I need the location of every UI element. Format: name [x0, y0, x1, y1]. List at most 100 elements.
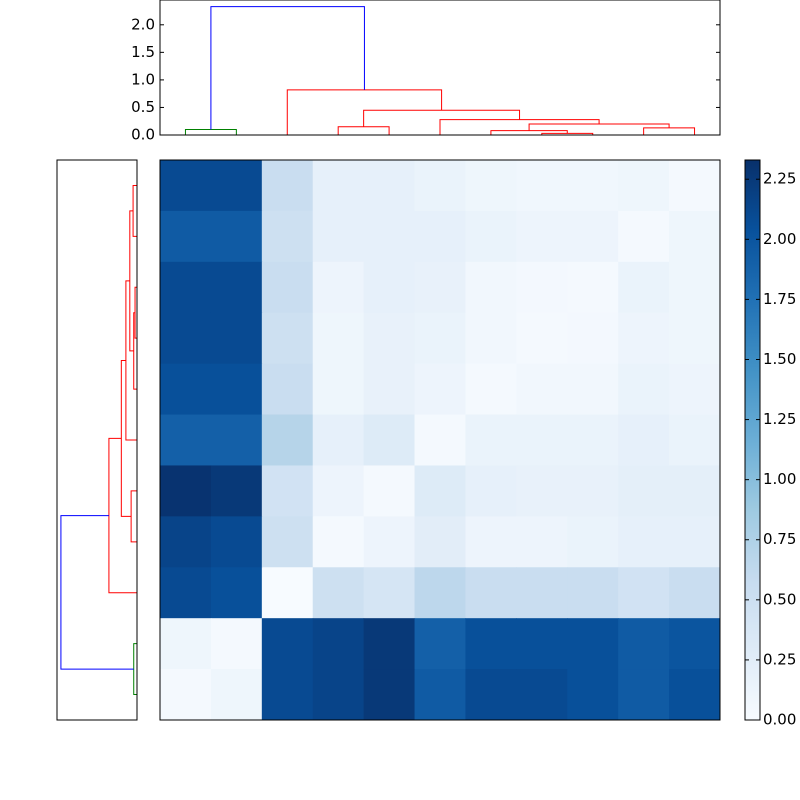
- heatmap-cell: [210, 618, 263, 670]
- heatmap-cell: [210, 516, 263, 568]
- heatmap-cell: [669, 618, 721, 670]
- heatmap-cell: [618, 261, 670, 314]
- heatmap-cell: [516, 414, 568, 466]
- heatmap-cell: [567, 516, 619, 568]
- heatmap-cell: [618, 414, 670, 466]
- heatmap-cell: [210, 669, 263, 721]
- top-dendrogram-frame: [159, 0, 721, 136]
- heatmap-cell: [669, 414, 721, 466]
- dendrogram-link: [108, 437, 137, 594]
- heatmap-cell: [465, 261, 517, 314]
- heatmap-cell: [261, 312, 314, 365]
- dendrogram-link: [439, 119, 600, 135]
- heatmap-cell: [261, 516, 314, 568]
- heatmap-cell: [618, 363, 670, 416]
- heatmap-cell: [618, 567, 670, 619]
- heatmap-cell: [516, 516, 568, 568]
- heatmap-frame: [159, 159, 721, 721]
- heatmap-cell: [414, 414, 466, 466]
- heatmap-cell: [567, 567, 619, 619]
- heatmap-cell: [312, 160, 365, 212]
- heatmap-cell: [567, 363, 619, 416]
- heatmap-cell: [363, 160, 416, 212]
- heatmap-cell: [465, 312, 517, 365]
- heatmap-cell: [363, 414, 416, 466]
- dendrogram-link: [363, 109, 521, 127]
- heatmap-cell: [414, 160, 466, 212]
- heatmap-cell: [210, 414, 263, 466]
- heatmap-cell: [669, 465, 721, 517]
- heatmap-cell: [261, 465, 314, 517]
- heatmap-cell: [516, 618, 568, 670]
- colorbar-tick-label: 0.25: [763, 650, 796, 668]
- heatmap-cell: [160, 567, 212, 619]
- heatmap-cell: [669, 160, 721, 212]
- dendrogram-link: [184, 128, 237, 135]
- heatmap-cell: [516, 363, 568, 416]
- heatmap-cell: [261, 669, 314, 721]
- colorbar-tick-label: 2.25: [763, 170, 796, 188]
- heatmap-cell: [160, 363, 212, 416]
- heatmap-cell: [312, 618, 365, 670]
- heatmap-cell: [160, 210, 212, 263]
- colorbar-tick-label: 1.50: [763, 350, 796, 368]
- heatmap-cell: [465, 465, 517, 517]
- heatmap-cell: [363, 669, 416, 721]
- heatmap-cell: [567, 465, 619, 517]
- dendrogram-link: [286, 89, 443, 135]
- heatmap-cell: [618, 516, 670, 568]
- heatmap-cell: [465, 516, 517, 568]
- heatmap-cell: [516, 669, 568, 721]
- heatmap-cell: [210, 312, 263, 365]
- heatmap-cell: [363, 312, 416, 365]
- heatmap-cell: [160, 160, 212, 212]
- heatmap-cell: [261, 567, 314, 619]
- heatmap-cell: [210, 567, 263, 619]
- left-dendrogram-frame: [56, 159, 138, 721]
- y-tick-label: 0.5: [131, 98, 155, 116]
- colorbar-tick-label: 2.00: [763, 230, 796, 248]
- heatmap-cell: [160, 312, 212, 365]
- heatmap-cell: [669, 567, 721, 619]
- heatmap-cell: [312, 210, 365, 263]
- heatmap-cell: [160, 414, 212, 466]
- heatmap-cell: [210, 465, 263, 517]
- heatmap-cell: [618, 465, 670, 517]
- heatmap-cell: [312, 261, 365, 314]
- colorbar: [744, 159, 761, 721]
- heatmap-cell: [567, 414, 619, 466]
- heatmap-cell: [312, 516, 365, 568]
- heatmap-cell: [261, 261, 314, 314]
- heatmap-cell: [312, 363, 365, 416]
- heatmap-cell: [669, 312, 721, 365]
- heatmap-cell: [516, 465, 568, 517]
- heatmap-cell: [669, 669, 721, 721]
- heatmap-cell: [567, 160, 619, 212]
- heatmap-cell: [516, 312, 568, 365]
- heatmap-cell: [363, 210, 416, 263]
- heatmap-cell: [160, 618, 212, 670]
- heatmap-cell: [261, 160, 314, 212]
- heatmap-cell: [414, 465, 466, 517]
- colorbar-tick-label: 0.00: [763, 711, 796, 729]
- heatmap-cell: [160, 465, 212, 517]
- dendrogram-link: [130, 490, 137, 543]
- heatmap-cell: [516, 210, 568, 263]
- heatmap-cell: [312, 312, 365, 365]
- heatmap-cell: [567, 618, 619, 670]
- heatmap-cell: [210, 210, 263, 263]
- heatmap-cell: [618, 669, 670, 721]
- heatmap-cell: [414, 312, 466, 365]
- heatmap-cell: [414, 567, 466, 619]
- heatmap-cell: [618, 312, 670, 365]
- colorbar-tick-label: 0.50: [763, 590, 796, 608]
- heatmap-cell: [312, 465, 365, 517]
- heatmap-cell: [261, 618, 314, 670]
- heatmap-cell: [465, 669, 517, 721]
- heatmap-cell: [516, 261, 568, 314]
- heatmap-cell: [414, 261, 466, 314]
- heatmap-cell: [363, 465, 416, 517]
- heatmap-cell: [516, 567, 568, 619]
- heatmap-cell: [414, 618, 466, 670]
- heatmap-cell: [465, 363, 517, 416]
